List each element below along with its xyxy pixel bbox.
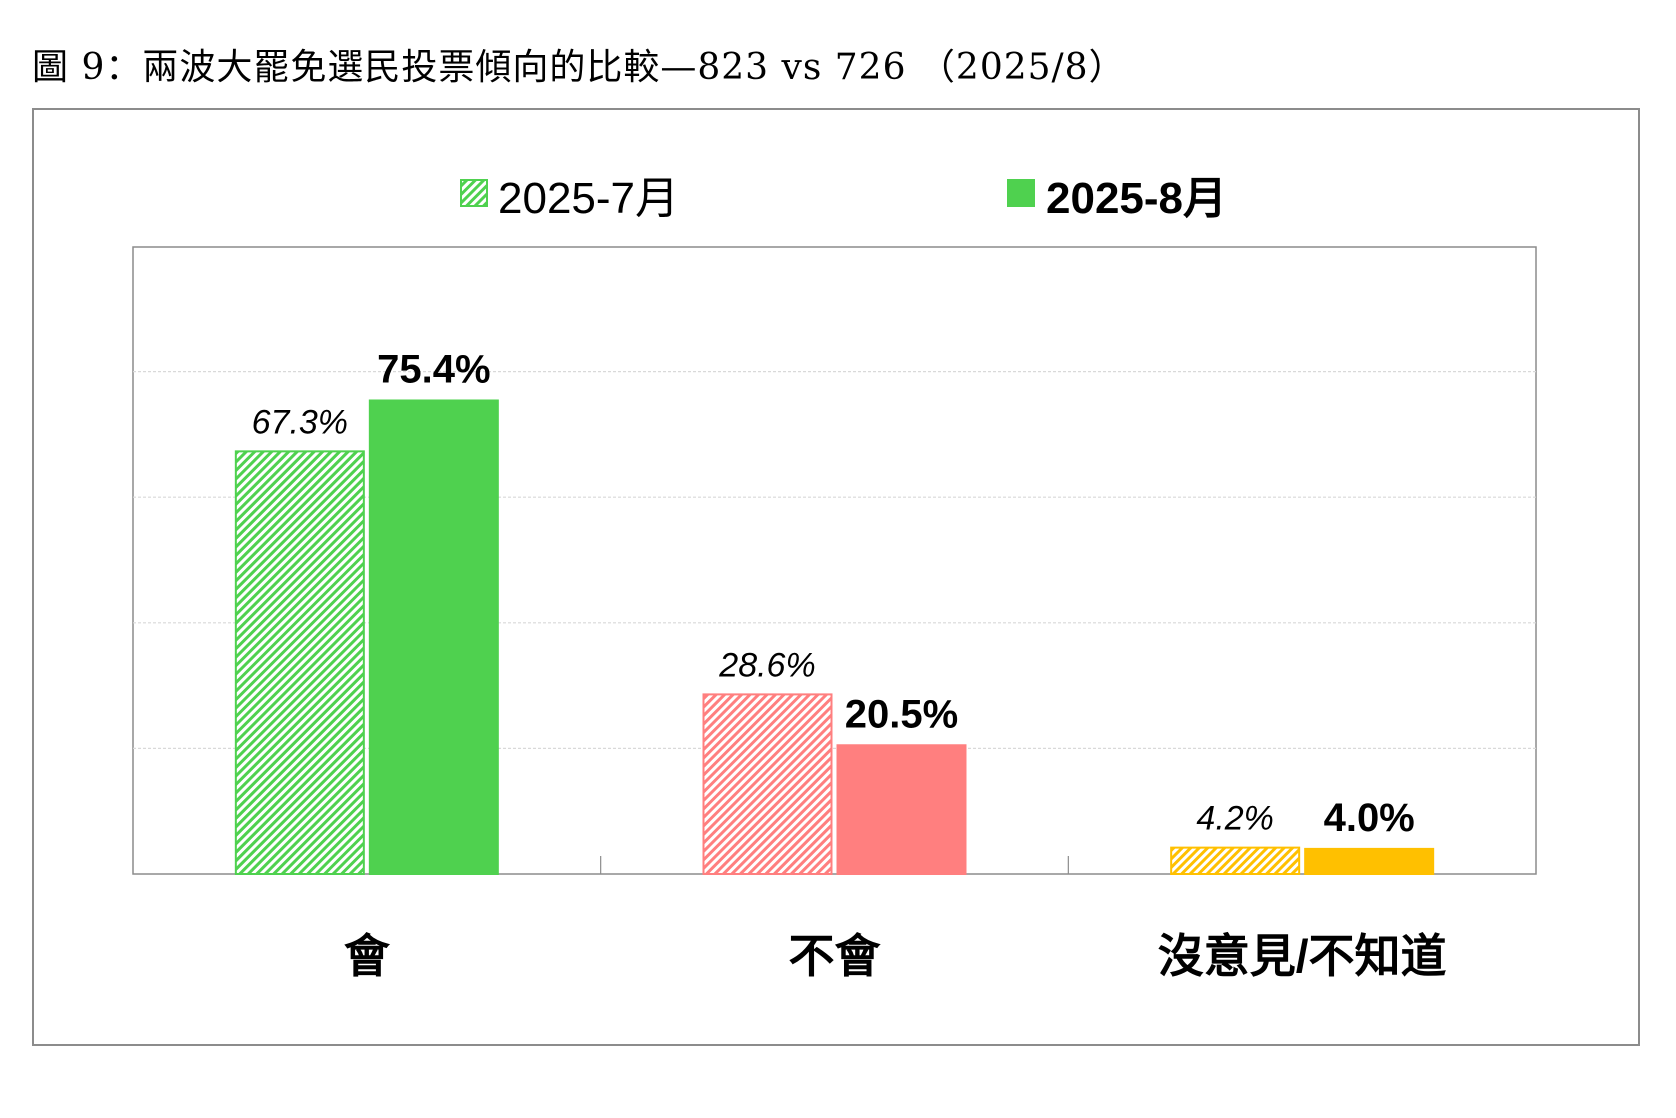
gridlines <box>133 371 1536 874</box>
figure-title: 圖 9：兩波大罷免選民投票傾向的比較—823 vs 726 （2025/8） <box>32 47 1126 88</box>
category-label-1: 會 <box>344 930 391 982</box>
legend: 2025-7月 2025-8月 <box>460 174 1227 223</box>
bar-series-1-cat-1 <box>234 450 365 875</box>
category-label-3: 沒意見/不知道 <box>1158 930 1447 982</box>
bars <box>234 399 1435 876</box>
bar-series-1-cat-2 <box>702 693 833 876</box>
data-label-series-2-cat-1: 75.4% <box>377 347 490 391</box>
data-label-series-2-cat-2: 20.5% <box>845 692 958 736</box>
bar-series-1-cat-3 <box>1170 846 1301 876</box>
data-label-series-1-cat-1: 67.3% <box>252 403 348 441</box>
category-label-2: 不會 <box>789 930 882 982</box>
data-label-series-1-cat-2: 28.6% <box>718 646 815 684</box>
data-label-series-1-cat-3: 4.2% <box>1196 800 1274 838</box>
data-labels: 67.3% 75.4% 28.6% 20.5% 4.2% 4.0% <box>252 347 1415 839</box>
legend-swatch-hatched <box>460 179 488 207</box>
legend-label-series-1: 2025-7月 <box>498 174 679 223</box>
bar-series-2-cat-2 <box>836 744 967 876</box>
legend-label-series-2: 2025-8月 <box>1046 174 1227 223</box>
bar-series-2-cat-3 <box>1304 847 1435 876</box>
legend-swatch-solid <box>1007 179 1035 207</box>
bar-series-2-cat-1 <box>368 399 499 875</box>
plot-area <box>132 246 1537 875</box>
data-label-series-2-cat-3: 4.0% <box>1324 796 1415 840</box>
category-labels: 會 不會 沒意見/不知道 <box>344 930 1447 982</box>
